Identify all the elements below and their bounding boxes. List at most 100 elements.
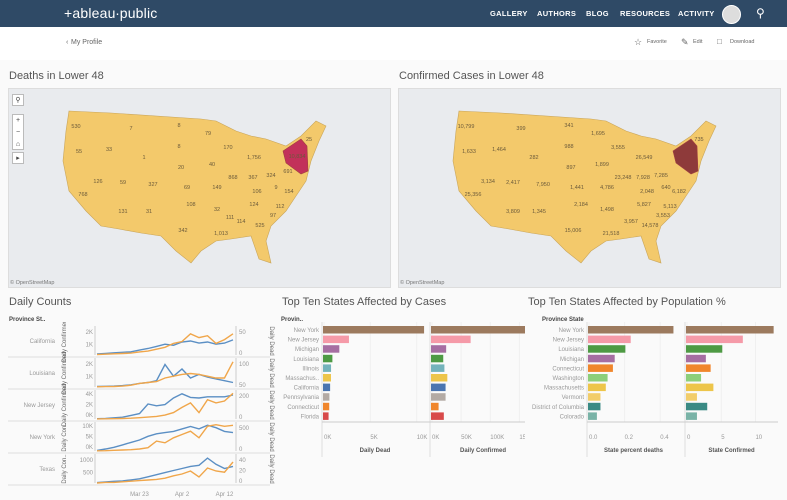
right-tick-label: 100 [239,362,250,368]
my-profile-link[interactable]: My Profile [71,39,103,46]
left-axis-title: Daily Confirmed [62,322,68,362]
dead-line-Louisiana [96,361,234,388]
state-label-WV: 9 [274,185,277,191]
state-label-VA: 6,182 [672,189,686,195]
tick-label: 0 [687,435,691,441]
state-label-WI: 170 [223,145,232,151]
bar-Colorado [588,412,597,420]
left-axis-title: Daily Con.. [62,454,68,484]
category-label: New Jersey [288,338,319,344]
state-label-AL: 3,957 [624,219,638,225]
search-icon[interactable]: ⚲ [756,6,765,20]
star-icon[interactable]: ☆ [634,37,643,47]
state-label-TN: 124 [249,202,258,208]
state-label-NM: 1,345 [532,209,546,215]
state-label-ME: 25 [306,137,312,143]
left-tick-label: 2K [86,403,93,409]
state-label-AZ: 131 [118,209,127,215]
category-label: Florida [301,414,320,420]
right-tick-label: 0 [239,415,243,421]
state-label-ID: 33 [106,147,112,153]
right-axis-title: Daily Dead [268,326,274,355]
bar-Washington [588,374,608,382]
state-label-NY: 10,834 [289,154,306,160]
daily-counts-chart[interactable]: California Daily Confirmed Daily Dead 1K 2K 0… [0,322,275,500]
top-cases-title: Top Ten States Affected by Cases [282,296,447,308]
nav-activity[interactable]: ACTIVITY [678,9,715,18]
left-tick-label: 1K [86,343,93,349]
left-tick-label: 500 [83,471,94,477]
zoom-out-icon[interactable]: − [15,129,21,136]
bar-Michigan [431,345,447,353]
bar-Colorado [686,412,697,420]
top-population-title: Top Ten States Affected by Population % [528,296,726,308]
us-lower48-shape [62,110,327,264]
category-label: California [294,386,320,392]
right-axis-title: Daily Dead [268,358,274,387]
state-label-AR: 1,498 [600,207,614,213]
deaths-map[interactable]: 530 55 33 7 1 8 8 20 126 59 327 69 768 131 31 108 342 79 1… [8,88,391,288]
state-label-OK: 2,184 [574,202,588,208]
bar-District of Columbia [588,402,601,411]
bar-Pennsylvania [431,393,446,401]
state-label-TX: 15,006 [565,228,582,234]
right-tick-label: 20 [239,469,246,475]
state-label-NV: 126 [93,179,102,185]
state-label-OH: 7,285 [654,173,668,179]
pencil-icon[interactable]: ✎ [681,37,689,47]
zoom-in-icon[interactable]: + [15,117,21,124]
category-label: Michigan [295,347,319,353]
favorite-button[interactable]: Favorite [647,39,667,45]
state-label-SC: 97 [270,213,276,219]
state-label-MO: 149 [212,185,221,191]
back-chevron-icon[interactable]: ‹ [66,39,69,46]
state-label-UT: 2,417 [506,180,520,186]
nav-gallery[interactable]: GALLERY [490,9,528,18]
state-label-OH: 324 [266,173,275,179]
right-tick-label: 50 [239,330,246,336]
bar-District of Columbia [686,402,708,411]
category-label: Louisiana [558,347,584,353]
right-tick-label: 200 [239,394,250,400]
download-button[interactable]: Download [730,39,755,45]
map-search-icon[interactable]: ⚲ [12,94,24,106]
us-lower48-shape [452,110,717,264]
top-nav-bar [0,0,787,27]
top-cases-chart[interactable]: New York New Jersey Michigan Louisiana Illin… [270,322,525,462]
bar-Illinois [431,364,445,372]
bar-Illinois [323,364,332,372]
right-tick-label: 50 [239,383,246,389]
state-label-WV: 640 [661,185,670,191]
category-label: Louisiana [293,357,319,363]
state-label-WY: 282 [529,155,538,161]
top-population-chart[interactable]: New York New Jersey Louisiana Michigan Conne… [525,322,787,462]
download-icon[interactable]: □ [717,37,722,46]
tableau-public-logo[interactable]: +ableau∙public [64,5,158,21]
nav-authors[interactable]: AUTHORS [537,9,577,18]
left-axis-title: Daily Confirmed [62,352,68,395]
avatar[interactable] [722,5,741,24]
category-label: Connecticut [287,405,319,411]
left-tick-label: 2K [86,330,93,336]
edit-button[interactable]: Edit [693,39,703,45]
nav-resources[interactable]: RESOURCES [620,9,671,18]
tick-label: 50K [461,435,472,441]
category-label: Vermont [562,395,585,401]
nav-blog[interactable]: BLOG [586,9,609,18]
state-label-LA: 1,013 [214,231,228,237]
state-label-WY: 1 [142,155,145,161]
state-label-SD: 988 [564,144,573,150]
state-label-KY: 106 [252,189,261,195]
map-zoom-controls[interactable]: + − ⌂ [12,114,24,150]
confirmed-line-Louisiana [96,363,234,388]
category-label: Washington [553,376,584,382]
cases-map[interactable]: 10,799 1,633 1,464 399 282 341 988 897 3,134 2,41… [398,88,781,288]
tick-label: 10K [417,435,428,441]
state-label-IN: 7,928 [636,175,650,181]
state-label-ME: 735 [694,137,703,143]
play-icon[interactable]: ▸ [12,152,24,164]
home-icon[interactable]: ⌂ [15,141,21,148]
bar-Massachusetts [588,383,606,392]
state-label-GA: 14,578 [642,223,659,229]
axis-title: Daily Dead [360,448,391,454]
